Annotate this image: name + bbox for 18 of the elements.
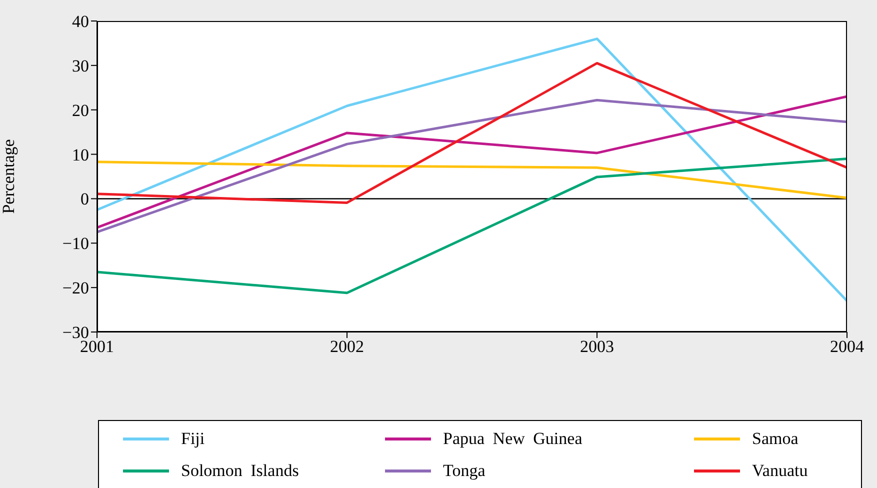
legend-label: Samoa bbox=[752, 429, 798, 449]
y-tick-label: 30 bbox=[72, 56, 89, 76]
y-tick-label: −10 bbox=[62, 234, 89, 254]
legend-label: Papua New Guinea bbox=[443, 429, 582, 449]
y-tick-label: 10 bbox=[72, 145, 89, 164]
y-tick-label: 20 bbox=[72, 100, 89, 120]
y-tick-label: 0 bbox=[80, 190, 89, 209]
x-tick-label: 2004 bbox=[830, 337, 864, 356]
x-tick-label: 2001 bbox=[80, 337, 114, 356]
legend-label: Fiji bbox=[181, 429, 205, 449]
y-tick-label: 40 bbox=[72, 12, 89, 32]
x-tick-label: 2003 bbox=[580, 337, 614, 356]
legend-label: Tonga bbox=[443, 461, 486, 481]
y-axis-title: Percentage bbox=[0, 139, 18, 214]
legend-label: Vanuatu bbox=[752, 461, 808, 481]
x-tick-label: 2002 bbox=[330, 337, 364, 356]
legend-label: Solomon Islands bbox=[181, 461, 299, 481]
y-tick-label: −20 bbox=[62, 278, 89, 298]
